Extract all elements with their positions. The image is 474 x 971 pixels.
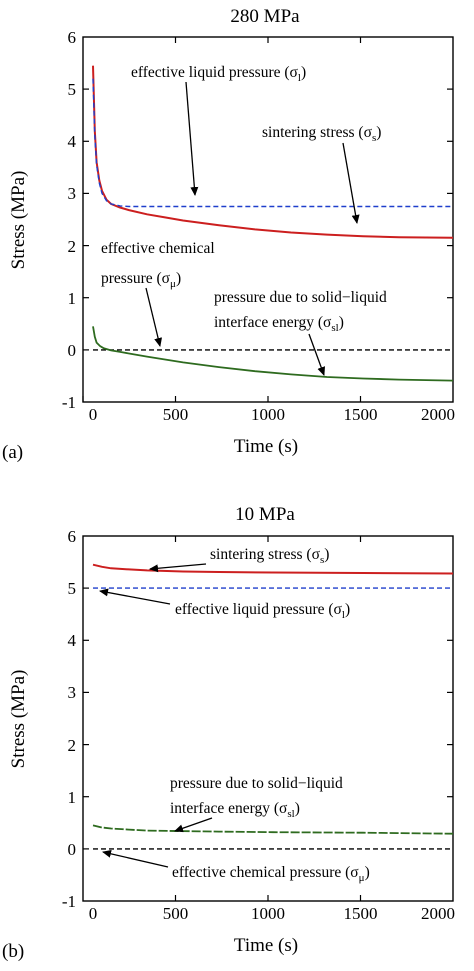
panel-b-arrow-liquid-pressure	[99, 588, 171, 605]
panel-a: 280 MPa 0 500 1000 1500 2000	[2, 6, 455, 463]
panel-b-ytick-label: -1	[62, 892, 76, 911]
panel-b-annotation-interface-pressure-2: interface energy (σsl)	[170, 800, 300, 820]
panel-a-annotation-interface-pressure-2: interface energy (σsl)	[214, 314, 344, 334]
panel-a-series	[92, 65, 454, 382]
panel-b-xtick-label: 1000	[251, 904, 285, 923]
panel-a-annotations: effective liquid pressure (σl) sintering…	[101, 64, 387, 376]
panel-a-annotation-chemical-pressure-2: pressure (σμ)	[101, 270, 181, 290]
panel-a-ytick-label: 4	[68, 132, 77, 151]
panel-a-ytick-label: 6	[68, 28, 77, 47]
panel-b-ytick-label: 5	[68, 579, 77, 598]
panel-b-annotation-sintering-stress: sintering stress (σs)	[210, 546, 329, 566]
panel-b-xtick-label: 2000	[421, 904, 455, 923]
panel-b-series-sintering-stress	[92, 563, 454, 575]
panel-b-xtick-label: 500	[163, 904, 189, 923]
panel-b-arrow-interface-pressure	[174, 817, 213, 833]
panel-a-series-effective-liquid-pressure	[92, 78, 453, 208]
panel-a-annotation-interface-pressure: pressure due to solid−liquid	[214, 289, 387, 306]
panel-a-ytick-label: 5	[68, 80, 77, 99]
panel-b-arrow-chemical-pressure	[102, 849, 169, 868]
panel-b-series-interface-energy-pressure	[92, 824, 454, 835]
panel-b-xtick-labels: 0 500 1000 1500 2000	[89, 904, 455, 923]
panel-a-xlabel: Time (s)	[234, 436, 298, 457]
panel-b-ytick-label: 4	[68, 631, 77, 650]
panel-a-series-interface-energy-pressure	[92, 326, 454, 382]
panel-a-arrow-sintering-stress	[342, 142, 360, 224]
panel-b-yticks	[83, 587, 453, 850]
panel-a-xtick-label: 0	[89, 405, 98, 424]
panel-a-ytick-label: 2	[68, 237, 77, 256]
panel-b-xtick-label: 0	[89, 904, 98, 923]
panel-b: 10 MPa 0 500 1000 1500 2000	[2, 504, 455, 962]
panel-b-ytick-label: 0	[68, 840, 77, 859]
panel-a-yticks	[83, 88, 453, 351]
panel-a-xtick-label: 1000	[251, 405, 285, 424]
panel-b-arrow-sintering-stress	[149, 563, 207, 573]
panel-a-annotation-sintering-stress: sintering stress (σs)	[262, 124, 381, 144]
panel-a-ytick-label: 0	[68, 341, 77, 360]
panel-b-series	[92, 563, 454, 850]
panel-a-xtick-label: 2000	[421, 405, 455, 424]
panel-b-title: 10 MPa	[235, 504, 295, 525]
panel-b-annotations: sintering stress (σs) effective liquid p…	[99, 546, 370, 884]
panel-a-xtick-label: 500	[163, 405, 189, 424]
panel-a-annotation-chemical-pressure: effective chemical	[101, 240, 215, 257]
panel-a-arrow-chemical-pressure	[145, 287, 163, 347]
panel-b-ytick-label: 3	[68, 683, 77, 702]
panel-a-ytick-label: 3	[68, 184, 77, 203]
panel-b-ytick-label: 1	[68, 788, 77, 807]
panel-a-title: 280 MPa	[230, 6, 300, 27]
panel-a-ylabel: Stress (MPa)	[8, 171, 29, 270]
panel-b-ylabel: Stress (MPa)	[8, 670, 29, 769]
panel-b-label: (b)	[2, 941, 24, 962]
panel-b-xtick-label: 1500	[344, 904, 378, 923]
panel-a-ytick-labels: -1 0 1 2 3 4 5 6	[62, 28, 77, 412]
panel-b-annotation-liquid-pressure: effective liquid pressure (σl)	[175, 601, 350, 621]
panel-a-arrow-liquid-pressure	[185, 81, 199, 196]
panel-b-annotation-interface-pressure: pressure due to solid−liquid	[170, 775, 343, 792]
panel-b-xticks	[174, 536, 362, 901]
panel-b-ytick-label: 6	[68, 527, 77, 546]
panel-b-ytick-label: 2	[68, 736, 77, 755]
panel-b-plot-frame	[82, 535, 454, 902]
panel-b-annotation-chemical-pressure: effective chemical pressure (σμ)	[172, 864, 370, 884]
panel-a-series-sintering-stress	[92, 65, 454, 239]
panel-a-ytick-label: -1	[62, 393, 76, 412]
panel-a-ytick-label: 1	[68, 289, 77, 308]
panel-a-xticks	[82, 37, 362, 402]
panel-a-plot-frame	[82, 36, 454, 403]
panel-a-annotation-liquid-pressure: effective liquid pressure (σl)	[131, 64, 306, 84]
panel-a-xtick-label: 1500	[344, 405, 378, 424]
panel-a-label: (a)	[2, 442, 23, 463]
panel-a-xtick-labels: 0 500 1000 1500 2000	[89, 405, 455, 424]
panel-a-arrow-interface-pressure	[308, 333, 326, 376]
panel-b-ytick-labels: -1 0 1 2 3 4 5 6	[62, 527, 77, 911]
panel-b-xlabel: Time (s)	[234, 935, 298, 956]
